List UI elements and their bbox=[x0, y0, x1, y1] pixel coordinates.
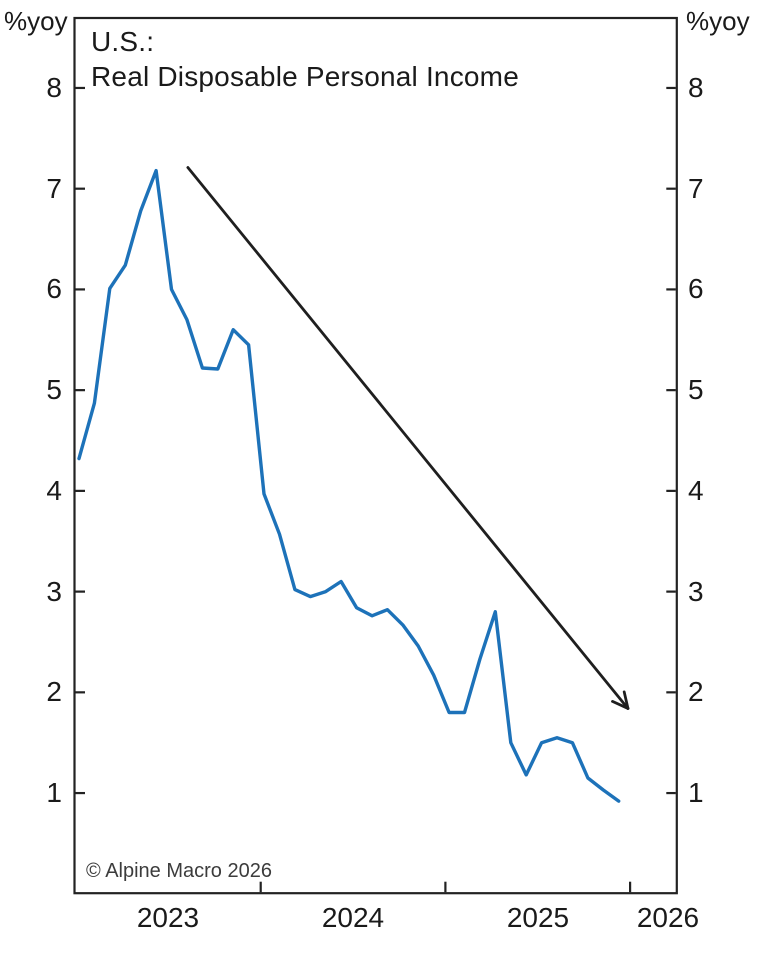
y-tick-label-left-3: 3 bbox=[46, 576, 62, 607]
y-tick-label-right-1: 1 bbox=[688, 777, 704, 808]
y-tick-label-left-5: 5 bbox=[46, 374, 62, 405]
y-tick-label-right-8: 8 bbox=[688, 72, 704, 103]
trend-arrow-head-barb-2 bbox=[622, 690, 630, 710]
copyright-note: © Alpine Macro 2026 bbox=[86, 860, 272, 882]
y-tick-label-left-6: 6 bbox=[46, 273, 62, 304]
y-tick-label-right-4: 4 bbox=[688, 475, 704, 506]
plot-border bbox=[73, 16, 678, 895]
y-tick-label-left-7: 7 bbox=[46, 173, 62, 204]
x-tick-label-2026: 2026 bbox=[636, 902, 700, 933]
y-tick-label-right-5: 5 bbox=[688, 374, 704, 405]
y-tick-label-right-6: 6 bbox=[688, 273, 704, 304]
y-tick-label-right-3: 3 bbox=[688, 576, 704, 607]
y-axis-unit-label-left: %yoy bbox=[4, 6, 68, 36]
y-tick-label-right-2: 2 bbox=[688, 676, 704, 707]
y-tick-label-right-7: 7 bbox=[688, 173, 704, 204]
y-axis-unit-label-right: %yoy bbox=[686, 6, 750, 36]
trend-arrow-head-barb-1 bbox=[611, 700, 630, 710]
trend-arrow-shaft bbox=[186, 166, 630, 710]
x-tick-label-2025: 2025 bbox=[506, 902, 570, 933]
y-tick-label-left-4: 4 bbox=[46, 475, 62, 506]
y-tick-label-left-1: 1 bbox=[46, 777, 62, 808]
x-tick-label-2023: 2023 bbox=[136, 902, 200, 933]
chart-title: U.S.: Real Disposable Personal Income bbox=[91, 24, 519, 94]
x-tick-label-2024: 2024 bbox=[321, 902, 385, 933]
chart-title-line1: U.S.: bbox=[91, 26, 155, 57]
y-tick-label-left-8: 8 bbox=[46, 72, 62, 103]
y-tick-label-left-2: 2 bbox=[46, 676, 62, 707]
chart-title-line2: Real Disposable Personal Income bbox=[91, 61, 519, 92]
data-line-rdpi bbox=[77, 168, 621, 803]
